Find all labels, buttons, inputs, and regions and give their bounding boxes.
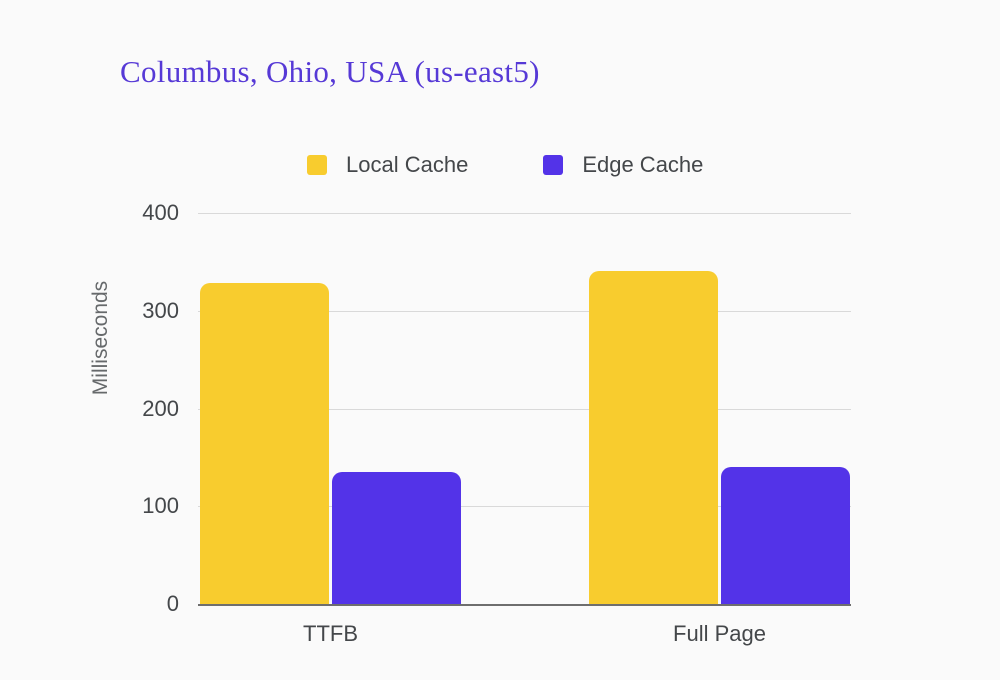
gridline xyxy=(198,213,851,214)
gridline xyxy=(198,310,851,312)
bar-local-cache-ttfb xyxy=(200,283,329,604)
gridline xyxy=(198,408,851,410)
plot-area xyxy=(198,213,851,606)
y-tick-label: 100 xyxy=(142,493,179,519)
y-tick-label: 200 xyxy=(142,395,179,421)
legend-item-local-cache: Local Cache xyxy=(307,152,468,178)
y-tick-label: 0 xyxy=(166,591,179,616)
bar-edge-cache-ttfb xyxy=(332,472,461,604)
bar-local-cache-full-page xyxy=(589,270,718,604)
x-category-label-full-page: Full Page xyxy=(673,621,766,646)
legend-label: Edge Cache xyxy=(582,152,704,177)
edge-cache-swatch-icon xyxy=(543,155,564,175)
y-tick-label: 400 xyxy=(142,200,179,225)
chart-title: Columbus, Ohio, USA (us-east5) xyxy=(120,54,540,89)
legend: Local Cache Edge Cache xyxy=(307,152,703,178)
legend-label: Local Cache xyxy=(346,152,469,177)
x-category-label-ttfb: TTFB xyxy=(303,621,358,646)
gridline xyxy=(198,506,851,508)
local-cache-swatch-icon xyxy=(307,155,327,175)
y-tick-label: 300 xyxy=(142,297,179,323)
legend-item-edge-cache: Edge Cache xyxy=(543,152,703,178)
axis-baseline xyxy=(198,604,851,606)
bar-edge-cache-full-page xyxy=(721,467,850,604)
